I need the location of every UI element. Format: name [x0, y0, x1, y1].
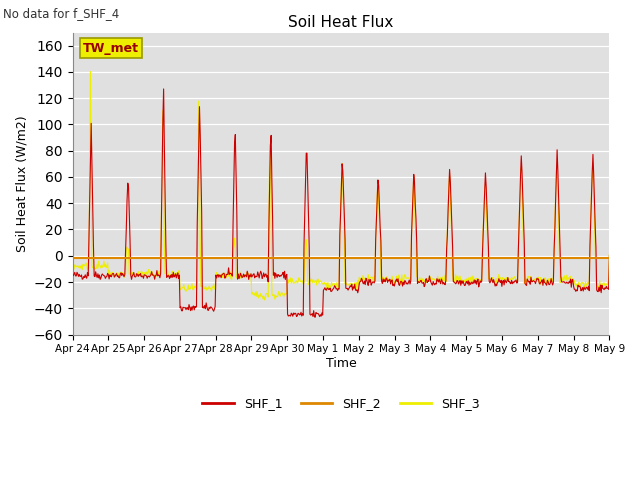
X-axis label: Time: Time [326, 357, 356, 370]
Y-axis label: Soil Heat Flux (W/m2): Soil Heat Flux (W/m2) [15, 115, 28, 252]
Title: Soil Heat Flux: Soil Heat Flux [288, 15, 394, 30]
Legend: SHF_1, SHF_2, SHF_3: SHF_1, SHF_2, SHF_3 [197, 392, 484, 415]
Text: No data for f_SHF_4: No data for f_SHF_4 [3, 7, 120, 20]
Text: TW_met: TW_met [83, 42, 140, 55]
